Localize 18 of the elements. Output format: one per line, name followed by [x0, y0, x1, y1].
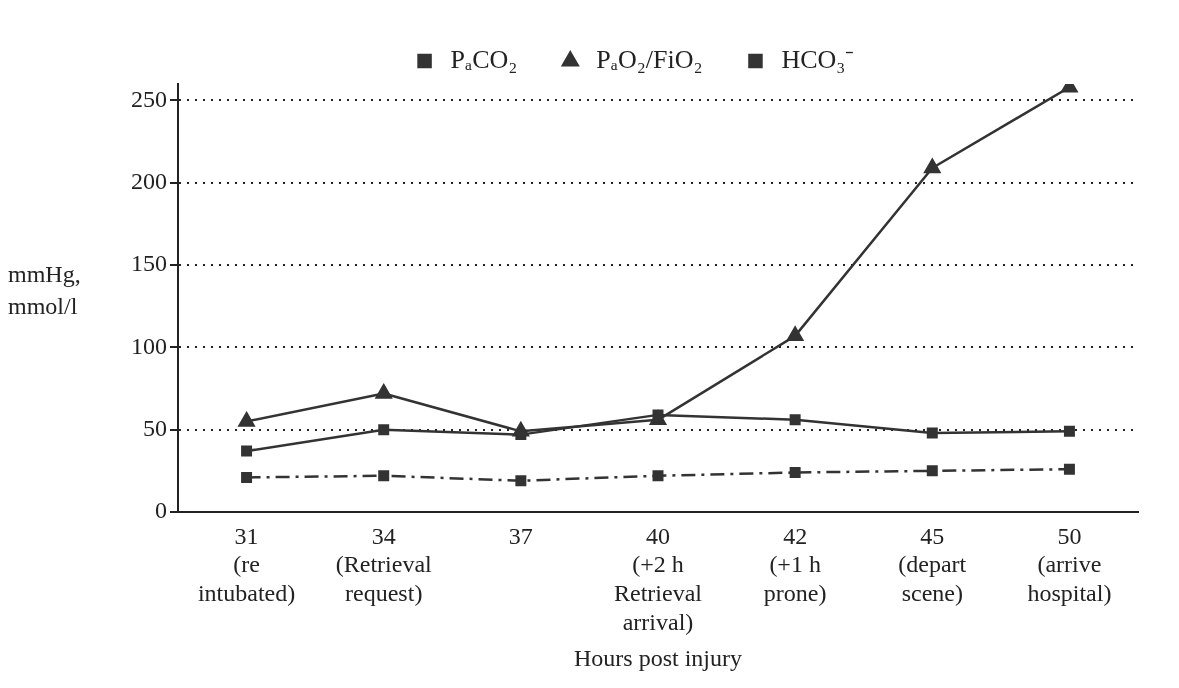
x-tick-label: 40 (+2 h Retrieval arrival)	[614, 522, 703, 636]
y-tick-label: 50	[143, 414, 167, 441]
x-tick-label: 37	[508, 522, 533, 549]
y-tick-label: 0	[155, 497, 167, 524]
y-tick-label: 150	[131, 250, 167, 277]
x-tick-label: 42 (+1 h prone)	[763, 522, 827, 607]
x-tick-label: 31 (re intubated)	[197, 522, 296, 607]
y-tick-label: 250	[131, 85, 167, 112]
x-tick-label: 45 (depart scene)	[898, 522, 967, 607]
y-axis-title: mmHg, mmol/l	[8, 260, 82, 321]
legend-label: PₐCO₂	[450, 44, 518, 74]
x-tick-label: 34 (Retrieval request)	[335, 522, 433, 607]
x-tick-label: 50 (arrive hospital)	[1027, 522, 1112, 607]
y-tick-label: 200	[131, 168, 167, 195]
legend-label: HCO₃⁻	[781, 44, 855, 74]
x-axis-title: Hours post injury	[574, 644, 742, 671]
legend-label: PₐO₂/FiO₂	[596, 44, 703, 74]
y-tick-label: 100	[131, 332, 167, 359]
